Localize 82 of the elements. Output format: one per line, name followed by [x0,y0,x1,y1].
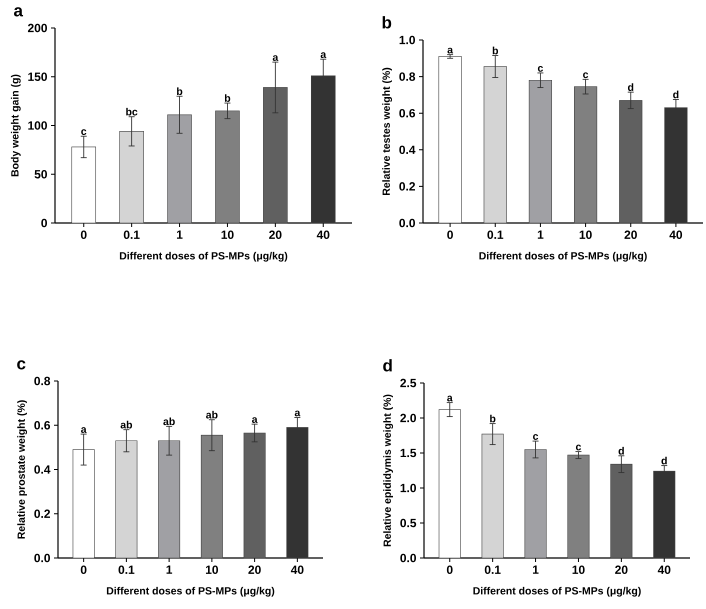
x-axis-title: Different doses of PS-MPs (μg/kg) [120,252,288,262]
y-tick-label: 0.0 [34,554,50,562]
y-tick-label: 0.8 [399,72,416,81]
data-label: c [538,66,544,72]
data-label: c [533,434,538,440]
x-tick-label: 0.1 [487,230,504,239]
data-label: d [628,83,634,91]
chart-title: a [14,7,24,16]
x-tick-label: 0.1 [484,566,501,574]
y-tick-label: 1.5 [400,448,416,458]
x-axis-title: Different doses of PS-MPs (μg/kg) [106,586,274,597]
x-tick-label: 0 [80,230,87,239]
chart-title: d [383,359,392,372]
data-label: d [618,446,624,455]
y-tick-label: 0.0 [399,218,415,228]
data-label: a [448,48,454,54]
x-tick-label: 10 [580,230,592,239]
x-axis-title: Different doses of PS-MPs (μg/kg) [479,252,647,262]
data-label: c [81,129,86,136]
x-tick-label: 0.1 [118,566,134,574]
y-axis-title: Relative epididymis weight (%) [383,394,394,546]
y-tick-label: 2.0 [400,414,416,422]
data-label: d [673,90,678,98]
y-axis-title: Relative prostate weight (%) [17,400,28,539]
y-tick-label: 200 [28,24,47,32]
x-tick-label: 10 [206,566,218,574]
y-tick-label: 50 [34,170,47,178]
x-tick-label: 40 [669,230,682,239]
x-tick-label: 0 [447,230,453,239]
x-tick-label: 20 [248,566,261,574]
data-label: a [294,410,300,416]
chart-title: b [382,16,392,29]
y-tick-label: 0.0 [400,554,416,562]
y-tick-label: 0 [41,218,47,228]
y-tick-label: 100 [28,121,47,130]
data-label: c [583,72,588,78]
data-label: a [320,52,326,58]
data-label: a [447,396,453,402]
x-tick-label: 1 [532,566,539,574]
x-tick-label: 20 [269,230,282,239]
data-label: ab [120,420,132,428]
x-tick-label: 1 [176,230,183,239]
y-tick-label: 0.8 [34,376,50,386]
y-axis-title: Body weight gain (g) [10,74,21,176]
chart-title: c [17,360,26,370]
x-tick-label: 40 [658,566,670,574]
y-tick-label: 0.2 [34,510,50,518]
x-tick-label: 1 [166,566,172,574]
data-label: c [576,444,582,450]
y-tick-label: 1.0 [400,36,415,44]
x-tick-label: 1 [538,230,544,239]
x-tick-label: 20 [624,230,637,239]
y-tick-label: 0.2 [399,182,416,191]
data-label: a [81,427,87,433]
x-axis-title: Different doses of PS-MPs (μg/kg) [473,586,641,597]
y-tick-label: 0.4 [399,146,416,154]
x-tick-label: 0 [446,566,453,574]
data-label: b [490,414,496,422]
data-label: ab [206,410,218,419]
data-label: a [272,55,278,61]
x-tick-label: 40 [316,230,330,239]
data-label: bc [126,108,138,116]
y-tick-label: 150 [28,72,47,81]
data-label: b [492,46,498,54]
y-tick-label: 0.6 [34,421,50,430]
x-tick-label: 10 [222,230,234,239]
x-tick-label: 40 [290,566,304,574]
y-tick-label: 0.6 [399,108,416,118]
x-tick-label: 10 [572,566,585,574]
y-tick-label: 2.5 [400,378,416,388]
x-tick-label: 20 [615,566,628,574]
y-axis-title: Relative testes weight (%) [382,68,392,196]
data-label: ab [163,417,175,426]
x-tick-label: 0 [80,566,86,574]
x-tick-label: 0.1 [124,230,140,239]
y-tick-label: 0.4 [34,465,50,474]
data-label: b [224,94,230,102]
data-label: d [661,456,667,464]
y-tick-label: 1.0 [400,484,416,492]
data-label: b [177,87,182,96]
y-tick-label: 0.5 [400,518,416,528]
data-label: a [252,417,258,423]
